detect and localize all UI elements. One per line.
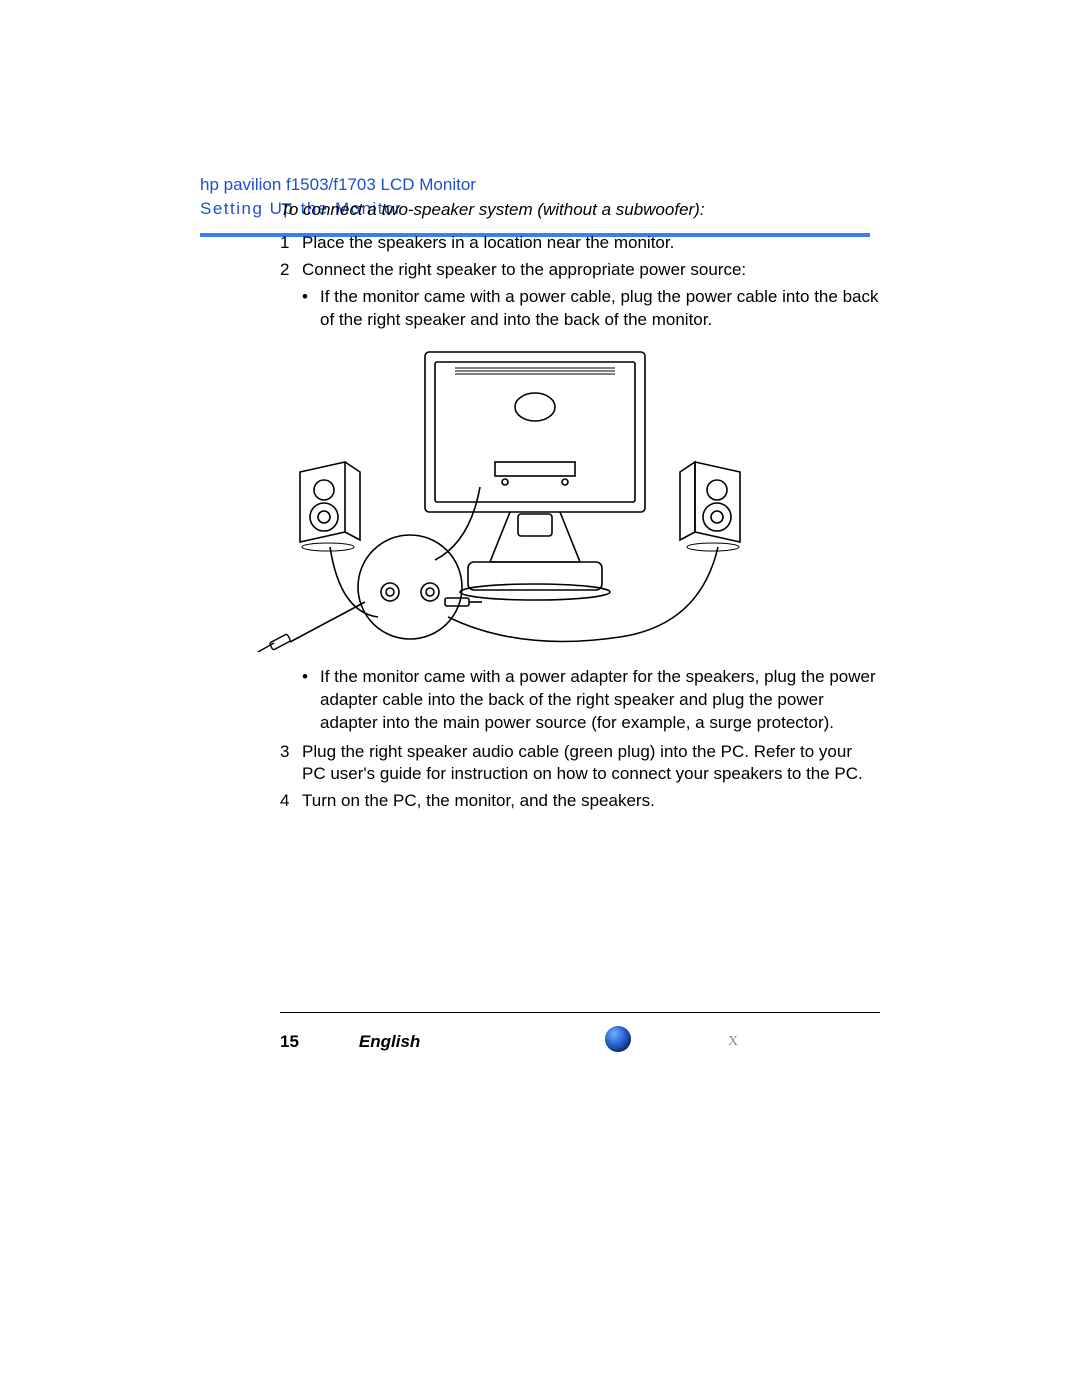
step-text: Place the speakers in a location near th…	[302, 232, 880, 255]
bullet-marker: •	[302, 286, 320, 332]
bullet-text: If the monitor came with a power cable, …	[320, 286, 880, 332]
footer-mark: X	[728, 1034, 738, 1050]
page-number: 15	[280, 1032, 299, 1052]
intro-text: To connect a two-speaker system (without…	[280, 199, 880, 222]
globe-icon	[605, 1026, 631, 1052]
step-1: 1 Place the speakers in a location near …	[280, 232, 880, 255]
connection-diagram	[220, 342, 820, 652]
bullet-marker: •	[302, 666, 320, 735]
step-3: 3 Plug the right speaker audio cable (gr…	[280, 741, 880, 787]
step-number: 4	[280, 790, 302, 813]
bullet-text: If the monitor came with a power adapter…	[320, 666, 880, 735]
step-text: Connect the right speaker to the appropr…	[302, 259, 880, 282]
step-4: 4 Turn on the PC, the monitor, and the s…	[280, 790, 880, 813]
footer-language: English	[359, 1032, 420, 1052]
bullet-item: • If the monitor came with a power cable…	[302, 286, 880, 332]
page-footer: 15 English X	[280, 1032, 880, 1052]
footer-rule	[280, 1012, 880, 1013]
step-number: 1	[280, 232, 302, 255]
step-text: Turn on the PC, the monitor, and the spe…	[302, 790, 880, 813]
step-number: 3	[280, 741, 302, 787]
step-number: 2	[280, 259, 302, 282]
step-text: Plug the right speaker audio cable (gree…	[302, 741, 880, 787]
bullet-item: • If the monitor came with a power adapt…	[302, 666, 880, 735]
step-2: 2 Connect the right speaker to the appro…	[280, 259, 880, 282]
